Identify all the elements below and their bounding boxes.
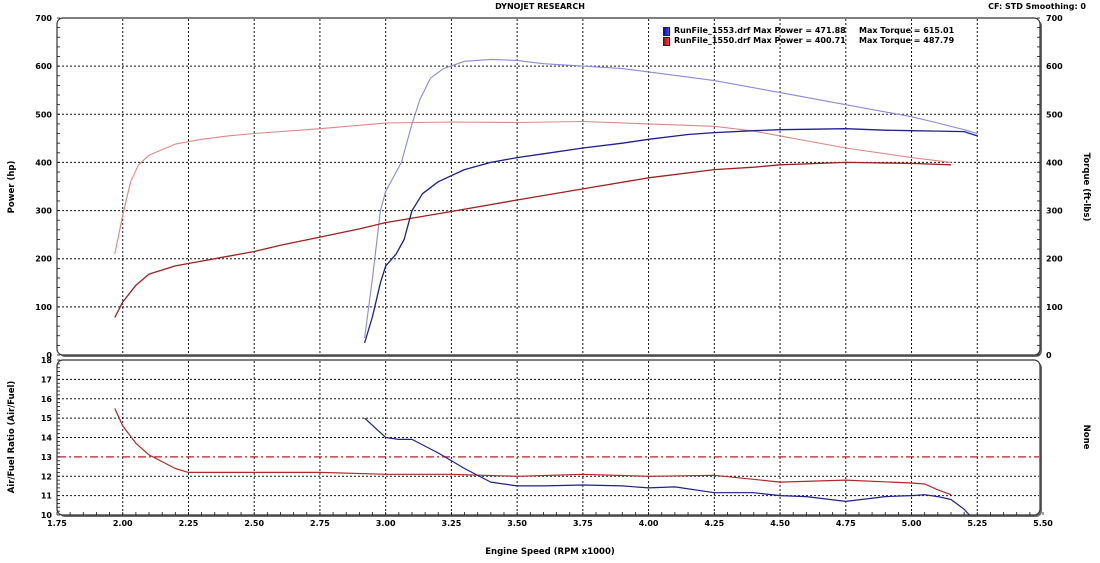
afr-axis-label: Air/Fuel Ratio (Air/Fuel)	[7, 381, 17, 494]
svg-text:5.25: 5.25	[967, 519, 987, 528]
svg-text:4.25: 4.25	[704, 519, 724, 528]
curve	[114, 120, 952, 255]
svg-text:2.50: 2.50	[244, 519, 264, 528]
svg-text:5.00: 5.00	[902, 519, 922, 528]
svg-text:1.75: 1.75	[47, 519, 67, 528]
legend-file-power: RunFile_1553.drf Max Power = 471.88	[674, 26, 846, 35]
curve	[364, 417, 970, 516]
data-curves	[114, 58, 978, 516]
legend-item-run-1553[interactable]: RunFile_1553.drf Max Power = 471.88 Max …	[663, 26, 954, 36]
svg-text:200: 200	[35, 255, 52, 264]
legend-swatch-red	[663, 36, 670, 46]
legend: RunFile_1553.drf Max Power = 471.88 Max …	[663, 26, 954, 46]
power-axis-label: Power (hp)	[7, 161, 17, 214]
svg-text:13: 13	[41, 453, 52, 462]
svg-text:0: 0	[1046, 351, 1052, 360]
curve	[364, 58, 978, 339]
svg-text:400: 400	[35, 158, 52, 167]
svg-text:3.50: 3.50	[507, 519, 527, 528]
svg-text:17: 17	[41, 375, 52, 384]
curve	[114, 408, 952, 496]
svg-text:10: 10	[41, 511, 53, 520]
legend-item-run-1550[interactable]: RunFile_1550.drf Max Power = 400.71 Max …	[663, 36, 954, 46]
legend-max-torque: Max Torque = 615.01	[859, 26, 955, 35]
legend-swatch-blue	[663, 26, 670, 36]
svg-text:100: 100	[1046, 303, 1063, 312]
svg-text:2.75: 2.75	[310, 519, 330, 528]
svg-text:600: 600	[1046, 62, 1063, 71]
svg-text:11: 11	[41, 492, 53, 501]
svg-text:18: 18	[41, 356, 53, 365]
legend-max-torque: Max Torque = 487.79	[859, 36, 955, 45]
svg-text:500: 500	[35, 110, 52, 119]
svg-text:700: 700	[1046, 14, 1063, 23]
svg-text:2.00: 2.00	[113, 519, 133, 528]
svg-text:4.50: 4.50	[770, 519, 790, 528]
svg-text:15: 15	[41, 414, 53, 423]
power-plot-area	[56, 17, 1041, 356]
torque-axis-label: Torque (ft-lbs)	[1081, 153, 1091, 222]
correction-factor-label: CF: STD Smoothing: 0	[988, 2, 1086, 11]
legend-file-power: RunFile_1550.drf Max Power = 400.71	[674, 36, 846, 45]
svg-text:2.25: 2.25	[179, 519, 199, 528]
svg-text:700: 700	[35, 14, 52, 23]
svg-text:3.00: 3.00	[376, 519, 396, 528]
svg-text:4.00: 4.00	[639, 519, 659, 528]
chart-title: DYNOJET RESEARCH	[495, 2, 585, 11]
svg-text:5.50: 5.50	[1033, 519, 1053, 528]
svg-text:500: 500	[1046, 110, 1063, 119]
afr-plot-area	[56, 359, 1041, 516]
svg-text:200: 200	[1046, 255, 1063, 264]
svg-text:0: 0	[46, 351, 52, 360]
svg-text:400: 400	[1046, 158, 1063, 167]
svg-text:16: 16	[41, 395, 53, 404]
svg-text:300: 300	[1046, 207, 1063, 216]
svg-text:3.25: 3.25	[442, 519, 462, 528]
svg-text:12: 12	[41, 472, 52, 481]
curve	[114, 161, 952, 318]
svg-text:600: 600	[35, 62, 52, 71]
secondary-afr-axis-label: None	[1081, 425, 1091, 450]
svg-text:14: 14	[41, 434, 53, 443]
svg-text:100: 100	[35, 303, 52, 312]
grid-lines	[58, 19, 1039, 514]
curve	[363, 128, 978, 344]
svg-text:4.75: 4.75	[836, 519, 856, 528]
x-axis-label: Engine Speed (RPM x1000)	[485, 547, 615, 557]
axis-ticks: 1.75 2.00 2.25 2.50 2.75 3.00 3.25 3.50 3.75 4.00…	[35, 14, 1063, 528]
svg-text:300: 300	[35, 207, 52, 216]
svg-text:3.75: 3.75	[573, 519, 593, 528]
